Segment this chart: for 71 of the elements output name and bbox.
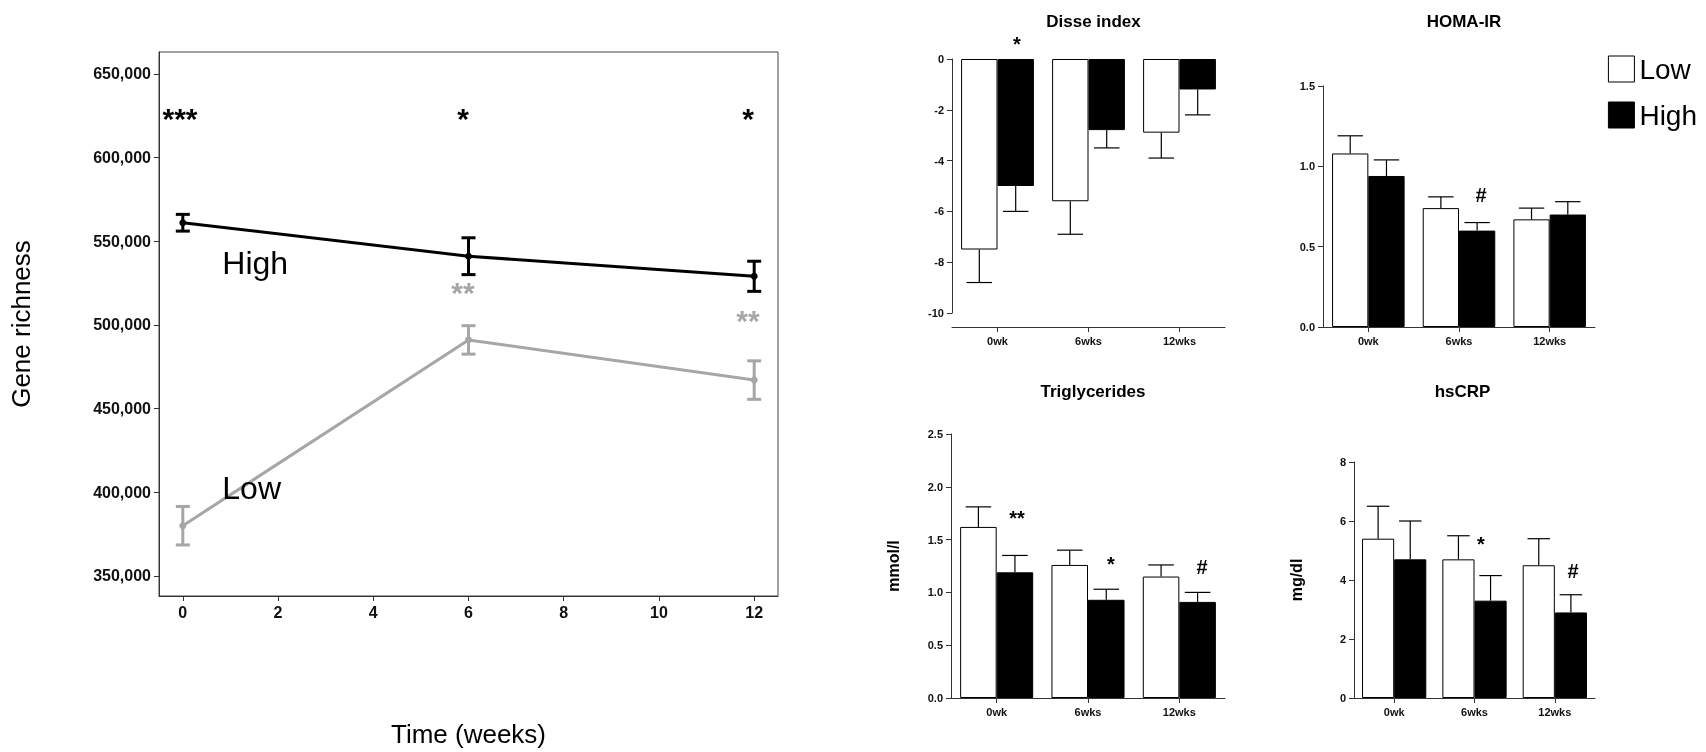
chart-title: HOMA-IR: [1426, 12, 1502, 31]
y-tick-label: 2: [1339, 633, 1346, 645]
annotation: ***: [162, 101, 198, 135]
x-tick-label: 6: [464, 603, 474, 621]
x-axis-title: Time (weeks): [390, 719, 547, 749]
annotation: *: [1477, 533, 1486, 555]
x-tick-label: 0wk: [987, 334, 1009, 347]
y-tick-label: 8: [1339, 456, 1346, 468]
x-tick-label: 6wks: [1461, 705, 1488, 718]
y-tick-label: 2.5: [927, 428, 943, 440]
y-tick-label: 500,000: [93, 316, 152, 334]
x-tick-label: 12wks: [1538, 705, 1572, 718]
x-tick-label: 12wks: [1162, 334, 1197, 347]
y-tick-label: 400,000: [93, 483, 152, 501]
y-tick-label: 350,000: [93, 567, 152, 585]
annotation: #: [1567, 560, 1579, 582]
y-tick-label: 0.5: [1299, 240, 1315, 253]
y-tick-label: -4: [934, 154, 945, 167]
y-tick-label: -8: [934, 256, 944, 269]
x-tick-label: 0: [178, 603, 188, 621]
y-tick-label: 6: [1339, 515, 1346, 527]
x-tick-label: 4: [368, 603, 378, 621]
y-tick-label: 1.5: [927, 533, 943, 546]
x-tick-label: 0wk: [986, 705, 1008, 718]
y-tick-label: 550,000: [93, 232, 152, 250]
annotation: *: [457, 101, 470, 135]
y-tick-label: -2: [934, 103, 944, 116]
y-axis-title: mg/dl: [1287, 558, 1305, 602]
y-tick-label: 1.0: [1299, 160, 1315, 173]
y-tick-label: -10: [928, 307, 944, 319]
annotation: **: [736, 303, 760, 337]
y-tick-label: 0: [1339, 692, 1346, 704]
y-tick-label: 600,000: [93, 148, 152, 166]
legend-label: Low: [1639, 53, 1692, 85]
series-label: Low: [222, 469, 282, 506]
annotation: #: [1196, 556, 1208, 578]
legend-label: High: [1639, 99, 1698, 131]
x-tick-label: 6wks: [1445, 334, 1473, 347]
text: *: [1013, 33, 1022, 55]
y-tick-label: 0.0: [927, 692, 943, 704]
y-tick-label: 450,000: [93, 400, 152, 418]
y-tick-label: 0.5: [927, 639, 943, 652]
y-tick-label: -6: [934, 205, 944, 218]
x-tick-label: 12: [745, 603, 764, 621]
y-tick-label: 4: [1339, 574, 1347, 586]
y-tick-label: 2.0: [927, 480, 943, 493]
y-axis-title: Gene richness: [6, 240, 36, 408]
chart-title: Triglycerides: [1040, 382, 1146, 401]
y-axis-title: mmol/l: [884, 540, 902, 592]
chart-title: hsCRP: [1434, 382, 1491, 401]
annotation: #: [1475, 184, 1487, 206]
annotation: *: [742, 101, 755, 135]
y-tick-label: 0.0: [1299, 321, 1315, 333]
y-tick-label: 650,000: [93, 65, 152, 83]
x-tick-label: 0wk: [1357, 334, 1380, 347]
annotation: **: [1009, 507, 1025, 529]
annotation: *: [1107, 553, 1116, 575]
x-tick-label: 0wk: [1383, 705, 1406, 718]
x-tick-label: 12wks: [1533, 334, 1567, 347]
y-tick-label: 1.0: [927, 586, 943, 599]
y-tick-label: 1.5: [1299, 80, 1315, 92]
x-tick-label: 10: [650, 603, 668, 621]
x-tick-label: 8: [559, 603, 569, 621]
chart-title: Disse index: [1046, 12, 1142, 31]
x-tick-label: 12wks: [1162, 705, 1196, 718]
annotation: **: [451, 275, 475, 309]
series-label: High: [222, 244, 289, 281]
x-tick-label: 6wks: [1075, 334, 1102, 347]
x-tick-label: 2: [273, 603, 283, 621]
y-tick-label: 0: [937, 53, 944, 65]
x-tick-label: 6wks: [1074, 705, 1102, 718]
